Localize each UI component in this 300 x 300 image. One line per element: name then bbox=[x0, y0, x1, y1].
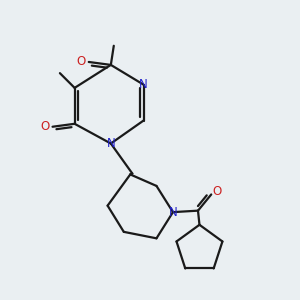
Text: O: O bbox=[77, 56, 86, 68]
Text: N: N bbox=[169, 206, 177, 219]
Text: O: O bbox=[212, 185, 222, 198]
Text: N: N bbox=[139, 78, 148, 91]
Text: N: N bbox=[106, 137, 115, 150]
Text: O: O bbox=[40, 120, 50, 133]
